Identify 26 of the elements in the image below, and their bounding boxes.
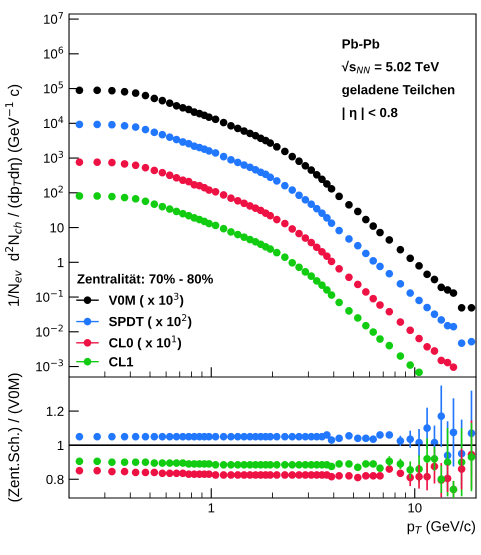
y-tick-label: 10$^{3}$ [44,150,63,163]
x-axis-title: p$_{T}$ (GeV/c) [408,520,475,534]
y-tick-label: 10$^{7}$ [44,12,63,24]
y-tick-label: 10$^{−1}$ [36,290,63,302]
legend-label: CL0 ( x 10$^{1}$) [109,336,182,350]
y-tick-label: 10 [50,223,64,232]
y-tick-label: 1.2 [46,406,64,416]
annotation: √s$_{NN}$ = 5.02 TeV [342,60,440,74]
annotation: | η | < 0.8 [342,108,398,120]
y-axis-title: (Zent.Sch.) / (V0M) [8,374,22,502]
y-tick-label: 10$^{−3}$ [36,359,63,372]
y-tick-label: 10$^{4}$ [44,116,64,128]
y-tick-label: 10$^{−2}$ [36,324,63,337]
annotation: geladene Teilchen [342,84,454,98]
legend-label: SPDT ( x 10$^{2}$) [108,314,192,329]
y-tick-label: 10$^{2}$ [44,186,63,198]
legend-label: CL1 [109,357,134,366]
y-tick-label: 10$^{5}$ [44,81,63,94]
annotation: Pb-Pb [342,38,380,49]
legend-title: Zentralität: 70% - 80% [77,274,213,284]
y-tick-label: 1 [58,258,64,268]
y-tick-label: 0.8 [46,474,64,484]
y-tick-label: 1 [58,440,64,450]
legend-label: V0M ( x 10$^{3}$) [108,292,184,308]
text: 1/N$_{ev}$ d$^{2}$N$_{ch}$ / (dp$_{T}$dη) (GeV$^{−1}$ c) [5,84,22,306]
y-tick-label: 10$^{6}$ [44,46,64,59]
